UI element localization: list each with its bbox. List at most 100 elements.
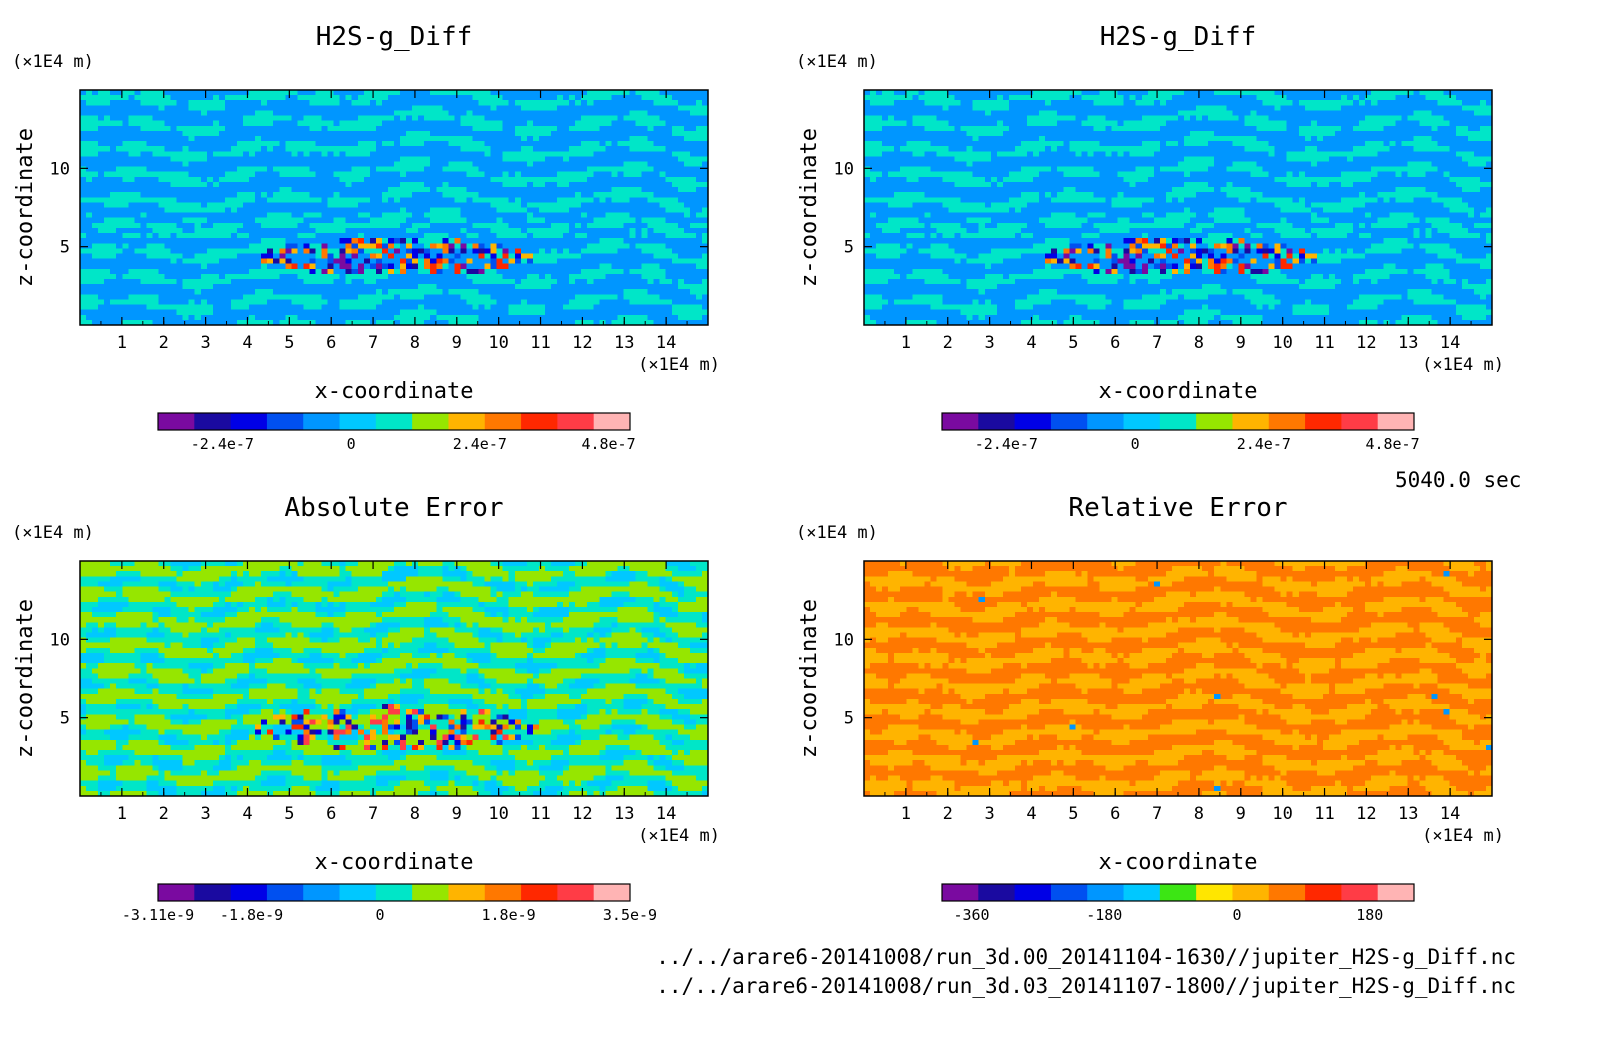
colorbar-tick-label: 3.5e-9	[603, 906, 657, 924]
colorbar-swatch	[266, 413, 304, 430]
x-tick-label: 14	[1440, 333, 1460, 353]
x-tick-label: 7	[368, 333, 378, 353]
colorbar: -2.4e-7 0 2.4e-7 4.8e-7	[157, 412, 636, 453]
panel-title: H2S-g_Diff	[316, 22, 473, 52]
colorbar-swatch	[194, 884, 232, 901]
colorbar-tick-label: 0	[1131, 435, 1140, 453]
colorbar-swatch	[484, 884, 522, 901]
x-tick-label: 6	[326, 333, 336, 353]
colorbar-swatch	[339, 413, 377, 430]
colorbar-tick-label: -2.4e-7	[975, 435, 1038, 453]
x-tick-label: 12	[572, 804, 592, 824]
colorbar-swatch	[194, 413, 232, 430]
x-tick-label: 10	[488, 333, 508, 353]
x-unit-label: (×1E4 m)	[1422, 355, 1504, 375]
colorbar-swatch	[1377, 413, 1415, 430]
colorbar-swatch	[1159, 413, 1197, 430]
x-tick-label: 2	[943, 333, 953, 353]
x-tick-label: 4	[1026, 333, 1036, 353]
x-tick-label: 8	[410, 804, 420, 824]
colorbar-swatch	[1123, 884, 1161, 901]
x-tick-label: 4	[242, 804, 252, 824]
x-tick-label: 6	[1110, 333, 1120, 353]
x-unit-label: (×1E4 m)	[638, 355, 720, 375]
colorbar-tick-label: 2.4e-7	[453, 435, 507, 453]
x-tick-label: 7	[1152, 333, 1162, 353]
x-tick-label: 12	[572, 333, 592, 353]
x-tick-label: 4	[1026, 804, 1036, 824]
y-axis-label: z-coordinate	[797, 599, 822, 758]
x-tick-label: 3	[200, 333, 210, 353]
x-axis-label: x-coordinate	[315, 850, 474, 875]
colorbar-swatch	[448, 884, 486, 901]
y-tick-label: 10	[50, 630, 70, 650]
colorbar-swatch	[1014, 413, 1052, 430]
colorbar-swatch	[375, 413, 413, 430]
y-tick-label: 5	[844, 238, 854, 258]
colorbar-tick-label: -180	[1086, 906, 1122, 924]
panel-4: Relative Error(×1E4 m)1 2 3 4 5 6 7 8 9 10 11 12 13 1…	[796, 493, 1504, 924]
colorbar-swatch	[593, 884, 631, 901]
panel-3: Absolute Error(×1E4 m)1 2 3 4 5 6 7 8 9 10 11 12 13 1…	[12, 493, 720, 924]
x-tick-label: 1	[117, 333, 127, 353]
colorbar-swatch	[1159, 884, 1197, 901]
colorbar-swatch	[230, 884, 268, 901]
x-tick-label: 1	[901, 804, 911, 824]
colorbar-tick-label: 1.8e-9	[482, 906, 536, 924]
x-tick-label: 6	[1110, 804, 1120, 824]
colorbar-swatch	[1050, 413, 1088, 430]
x-tick-label: 5	[284, 804, 294, 824]
colorbar-swatch	[942, 413, 979, 430]
colorbar-swatch	[1196, 884, 1233, 901]
x-tick-label: 10	[1272, 804, 1292, 824]
panel-title: H2S-g_Diff	[1100, 22, 1257, 52]
y-tick-label: 5	[60, 238, 70, 258]
x-tick-label: 11	[530, 333, 550, 353]
heatmap-field	[80, 561, 709, 797]
x-tick-label: 11	[1314, 333, 1334, 353]
x-tick-label: 1	[117, 804, 127, 824]
x-tick-label: 6	[326, 804, 336, 824]
x-tick-label: 5	[1068, 333, 1078, 353]
colorbar-tick-label: 0	[1232, 906, 1241, 924]
x-tick-label: 5	[284, 333, 294, 353]
x-tick-label: 14	[656, 804, 676, 824]
colorbar-swatch	[521, 413, 558, 430]
colorbar-tick-label: 0	[376, 906, 385, 924]
colorbar-swatch	[1341, 884, 1379, 901]
colorbar-swatch	[942, 884, 979, 901]
x-axis-label: x-coordinate	[1099, 379, 1258, 404]
heatmap-field	[80, 90, 709, 326]
colorbar-swatch	[521, 884, 558, 901]
colorbar-swatch	[1305, 884, 1342, 901]
colorbar-swatch	[1268, 884, 1306, 901]
x-tick-label: 12	[1356, 333, 1376, 353]
x-tick-label: 7	[1152, 804, 1162, 824]
x-tick-label: 3	[200, 804, 210, 824]
y-axis-label: z-coordinate	[13, 128, 38, 287]
x-axis-label: x-coordinate	[1099, 850, 1258, 875]
y-tick-label: 10	[50, 159, 70, 179]
colorbar-swatch	[1087, 413, 1125, 430]
panel-title: Relative Error	[1068, 493, 1287, 523]
panel-2: H2S-g_Diff(×1E4 m)1 2 3 4 5 6 7 8 9 10 11 12 13 14510…	[796, 22, 1504, 453]
footer-file-1: ../../arare6-20141008/run_3d.00_20141104…	[656, 945, 1516, 969]
colorbar-swatch	[557, 413, 595, 430]
x-tick-label: 14	[1440, 804, 1460, 824]
x-tick-label: 8	[1194, 333, 1204, 353]
colorbar-swatch	[978, 884, 1016, 901]
y-unit-label: (×1E4 m)	[12, 523, 94, 543]
x-tick-label: 8	[410, 333, 420, 353]
footer-file-2: ../../arare6-20141008/run_3d.03_20141107…	[656, 974, 1516, 998]
colorbar-swatch	[448, 413, 486, 430]
x-tick-label: 7	[368, 804, 378, 824]
x-axis-label: x-coordinate	[315, 379, 474, 404]
x-tick-label: 8	[1194, 804, 1204, 824]
x-tick-label: 9	[1236, 804, 1246, 824]
time-label: 5040.0 sec	[1395, 468, 1522, 492]
x-tick-label: 2	[943, 804, 953, 824]
colorbar-tick-label: 2.4e-7	[1237, 435, 1291, 453]
colorbar-swatch	[412, 884, 449, 901]
heatmap-field	[864, 561, 1493, 797]
colorbar-tick-label: 180	[1356, 906, 1383, 924]
